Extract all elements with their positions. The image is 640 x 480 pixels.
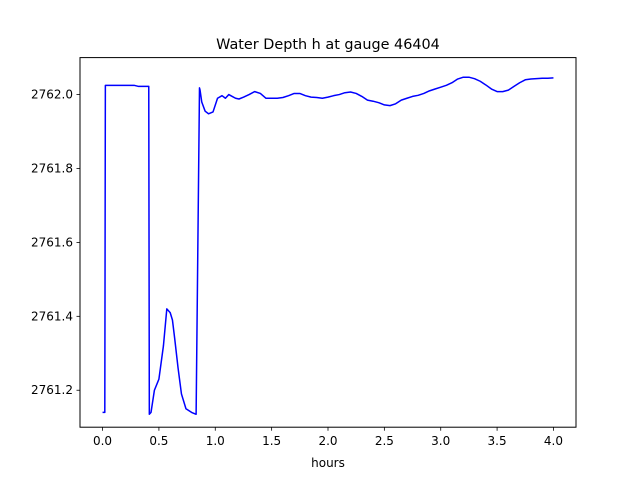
y-tick-label: 2761.2 [31,383,73,397]
x-tick-label: 2.5 [375,434,394,448]
chart-title: Water Depth h at gauge 46404 [216,37,440,53]
series-line-0 [102,76,554,416]
y-tick-label: 2761.8 [31,161,73,175]
x-tick-label: 4.0 [544,434,563,448]
y-axis: 2761.2 2761.4 2761.6 2761.8 2762.0 [31,88,80,397]
x-tick-label: 1.0 [206,434,225,448]
y-tick-label: 2761.4 [31,309,73,323]
x-tick-label: 3.0 [431,434,450,448]
x-axis-label: hours [311,456,345,470]
x-tick-label: 3.5 [488,434,507,448]
plot-area [102,76,554,416]
x-tick-label: 1.5 [262,434,281,448]
x-tick-label: 0.0 [93,434,112,448]
axes-frame [79,57,577,428]
y-tick-label: 2762.0 [31,88,73,102]
x-tick-label: 2.0 [318,434,337,448]
x-tick-label: 0.5 [149,434,168,448]
y-tick-label: 2761.6 [31,235,73,249]
x-axis: 0.0 0.5 1.0 1.5 2.0 2.5 3.0 3.5 4.0 [93,427,563,448]
